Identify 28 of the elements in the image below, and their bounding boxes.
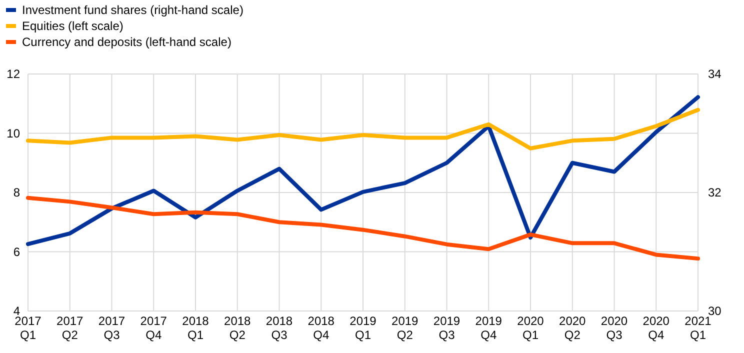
y-tick-label: 10 — [6, 126, 20, 140]
x-tick-label: 2019 Q3 — [433, 314, 460, 342]
y-tick-label: 12 — [6, 67, 20, 82]
x-tick-label: 2017 Q4 — [140, 314, 168, 342]
x-tick-label: 2017 Q3 — [98, 314, 126, 342]
x-tick-label: 2020 Q1 — [517, 314, 544, 342]
x-tick-label: 2017 Q1 — [14, 314, 42, 342]
y-tick-label: 8 — [13, 186, 20, 200]
x-tick-label: 2018 Q3 — [266, 314, 293, 342]
x-tick-label: 2020 Q4 — [642, 314, 670, 342]
x-tick-label: 2018 Q2 — [224, 314, 252, 342]
x-tick-label: 2017 Q2 — [56, 314, 84, 342]
line-series — [26, 196, 700, 261]
line-series — [26, 95, 700, 246]
legend-label: Investment fund shares (right-hand scale) — [22, 3, 244, 18]
x-tick-label: 2018 Q4 — [308, 314, 335, 342]
line-series — [26, 108, 700, 150]
y-tick-label: 6 — [13, 244, 20, 259]
y2-tick-label: 34 — [708, 67, 722, 82]
x-tick-label: 2020 Q2 — [559, 314, 586, 342]
legend-label: Currency and deposits (left-hand scale) — [22, 35, 232, 50]
x-tick-label: 2019 Q4 — [475, 314, 502, 342]
x-tick-label: 2018 Q1 — [182, 314, 210, 342]
x-tick-label: 2020 Q3 — [600, 314, 628, 342]
y2-tick-label: 32 — [708, 186, 722, 200]
x-tick-label: 2019 Q2 — [392, 314, 419, 342]
legend-label: Equities (left scale) — [22, 19, 124, 34]
x-tick-label: 2019 Q1 — [350, 314, 377, 342]
